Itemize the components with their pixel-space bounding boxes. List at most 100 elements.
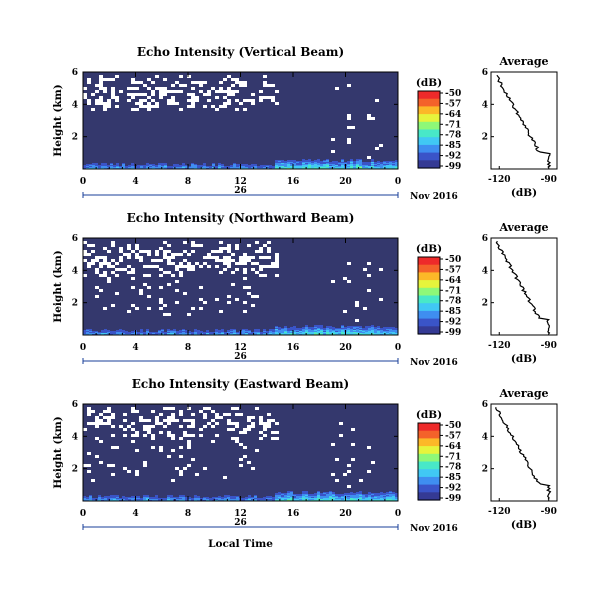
data-gap-cell bbox=[227, 250, 231, 253]
data-gap-cell bbox=[111, 265, 115, 268]
surface-echo-cell bbox=[122, 166, 125, 167]
colorbar-cell bbox=[418, 446, 440, 449]
data-gap-cell bbox=[135, 307, 139, 310]
surface-echo-cell bbox=[299, 333, 302, 334]
surface-echo-cell bbox=[275, 166, 278, 167]
surface-echo-cell bbox=[260, 167, 263, 168]
surface-echo-cell bbox=[104, 167, 107, 168]
colorbar-cell bbox=[418, 133, 440, 136]
surface-echo-cell bbox=[179, 330, 182, 331]
data-gap-cell bbox=[179, 425, 183, 428]
surface-echo-cell bbox=[314, 327, 317, 328]
surface-echo-cell bbox=[341, 495, 344, 496]
data-gap-cell bbox=[259, 274, 263, 277]
surface-echo-cell bbox=[362, 497, 365, 498]
surface-echo-cell bbox=[392, 495, 395, 496]
data-gap-cell bbox=[127, 256, 131, 259]
surface-echo-cell bbox=[230, 165, 233, 166]
surface-echo-cell bbox=[281, 498, 284, 499]
data-gap-cell bbox=[335, 479, 339, 482]
data-gap-cell bbox=[139, 102, 143, 105]
surface-echo-cell bbox=[353, 330, 356, 331]
surface-echo-cell bbox=[380, 492, 383, 493]
surface-echo-cell bbox=[380, 163, 383, 164]
data-gap-cell bbox=[155, 416, 159, 419]
data-gap-cell bbox=[263, 256, 267, 259]
surface-echo-cell bbox=[344, 494, 347, 495]
data-gap-cell bbox=[191, 268, 195, 271]
data-gap-cell bbox=[131, 277, 135, 280]
surface-echo-cell bbox=[194, 333, 197, 334]
surface-echo-cell bbox=[389, 331, 392, 332]
surface-echo-cell bbox=[374, 163, 377, 164]
surface-echo-cell bbox=[152, 498, 155, 499]
data-gap-cell bbox=[187, 407, 191, 410]
surface-echo-cell bbox=[278, 493, 281, 494]
surface-echo-cell bbox=[194, 496, 197, 497]
surface-echo-cell bbox=[350, 327, 353, 328]
surface-echo-cell bbox=[374, 499, 377, 500]
data-gap-cell bbox=[115, 105, 119, 108]
surface-echo-cell bbox=[365, 326, 368, 327]
data-gap-cell bbox=[351, 443, 355, 446]
surface-echo-cell bbox=[374, 327, 377, 328]
surface-echo-cell bbox=[260, 166, 263, 167]
surface-echo-cell bbox=[188, 333, 191, 334]
profile-line bbox=[495, 240, 551, 334]
surface-echo-cell bbox=[296, 497, 299, 498]
data-gap-cell bbox=[179, 108, 183, 111]
data-gap-cell bbox=[95, 268, 99, 271]
data-gap-cell bbox=[215, 422, 219, 425]
surface-echo-cell bbox=[317, 497, 320, 498]
surface-echo-cell bbox=[242, 331, 245, 332]
surface-echo-cell bbox=[143, 167, 146, 168]
surface-echo-cell bbox=[392, 498, 395, 499]
data-gap-cell bbox=[207, 407, 211, 410]
surface-echo-cell bbox=[164, 166, 167, 167]
surface-echo-cell bbox=[338, 164, 341, 165]
data-gap-cell bbox=[347, 280, 351, 283]
colorbar-cell bbox=[418, 432, 440, 436]
surface-echo-cell bbox=[275, 329, 278, 330]
surface-echo-cell bbox=[362, 164, 365, 165]
surface-echo-cell bbox=[362, 496, 365, 497]
surface-echo-cell bbox=[305, 325, 308, 326]
colorbar-cell bbox=[418, 482, 440, 486]
data-gap-cell bbox=[115, 292, 119, 295]
data-gap-cell bbox=[231, 428, 235, 431]
data-gap-cell bbox=[147, 87, 151, 90]
data-gap-cell bbox=[203, 81, 207, 84]
surface-echo-cell bbox=[218, 333, 221, 334]
surface-echo-cell bbox=[299, 328, 302, 329]
surface-echo-cell bbox=[335, 330, 338, 331]
surface-echo-cell bbox=[164, 332, 167, 333]
colorbar-cell bbox=[418, 473, 440, 476]
data-gap-cell bbox=[191, 413, 195, 416]
surface-echo-cell bbox=[302, 495, 305, 496]
data-gap-cell bbox=[235, 440, 239, 443]
surface-echo-cell bbox=[122, 333, 125, 334]
surface-echo-cell bbox=[377, 163, 380, 164]
surface-echo-cell bbox=[227, 333, 230, 334]
surface-echo-cell bbox=[230, 329, 233, 330]
surface-echo-cell bbox=[236, 166, 239, 167]
surface-echo-cell bbox=[203, 499, 206, 500]
surface-echo-cell bbox=[215, 330, 218, 331]
data-gap-cell bbox=[223, 78, 227, 81]
surface-echo-cell bbox=[176, 167, 179, 168]
data-gap-cell bbox=[275, 90, 279, 93]
surface-echo-cell bbox=[359, 327, 362, 328]
data-gap-cell bbox=[107, 280, 111, 283]
surface-echo-cell bbox=[371, 499, 374, 500]
surface-echo-cell bbox=[101, 163, 104, 164]
data-gap-cell bbox=[87, 99, 91, 102]
surface-echo-cell bbox=[338, 331, 341, 332]
surface-echo-cell bbox=[221, 166, 224, 167]
data-gap-cell bbox=[259, 99, 263, 102]
data-gap-cell bbox=[343, 310, 347, 313]
data-gap-cell bbox=[207, 93, 211, 96]
surface-echo-cell bbox=[347, 333, 350, 334]
data-gap-cell bbox=[131, 410, 135, 413]
surface-echo-cell bbox=[335, 495, 338, 496]
surface-echo-cell bbox=[218, 331, 221, 332]
